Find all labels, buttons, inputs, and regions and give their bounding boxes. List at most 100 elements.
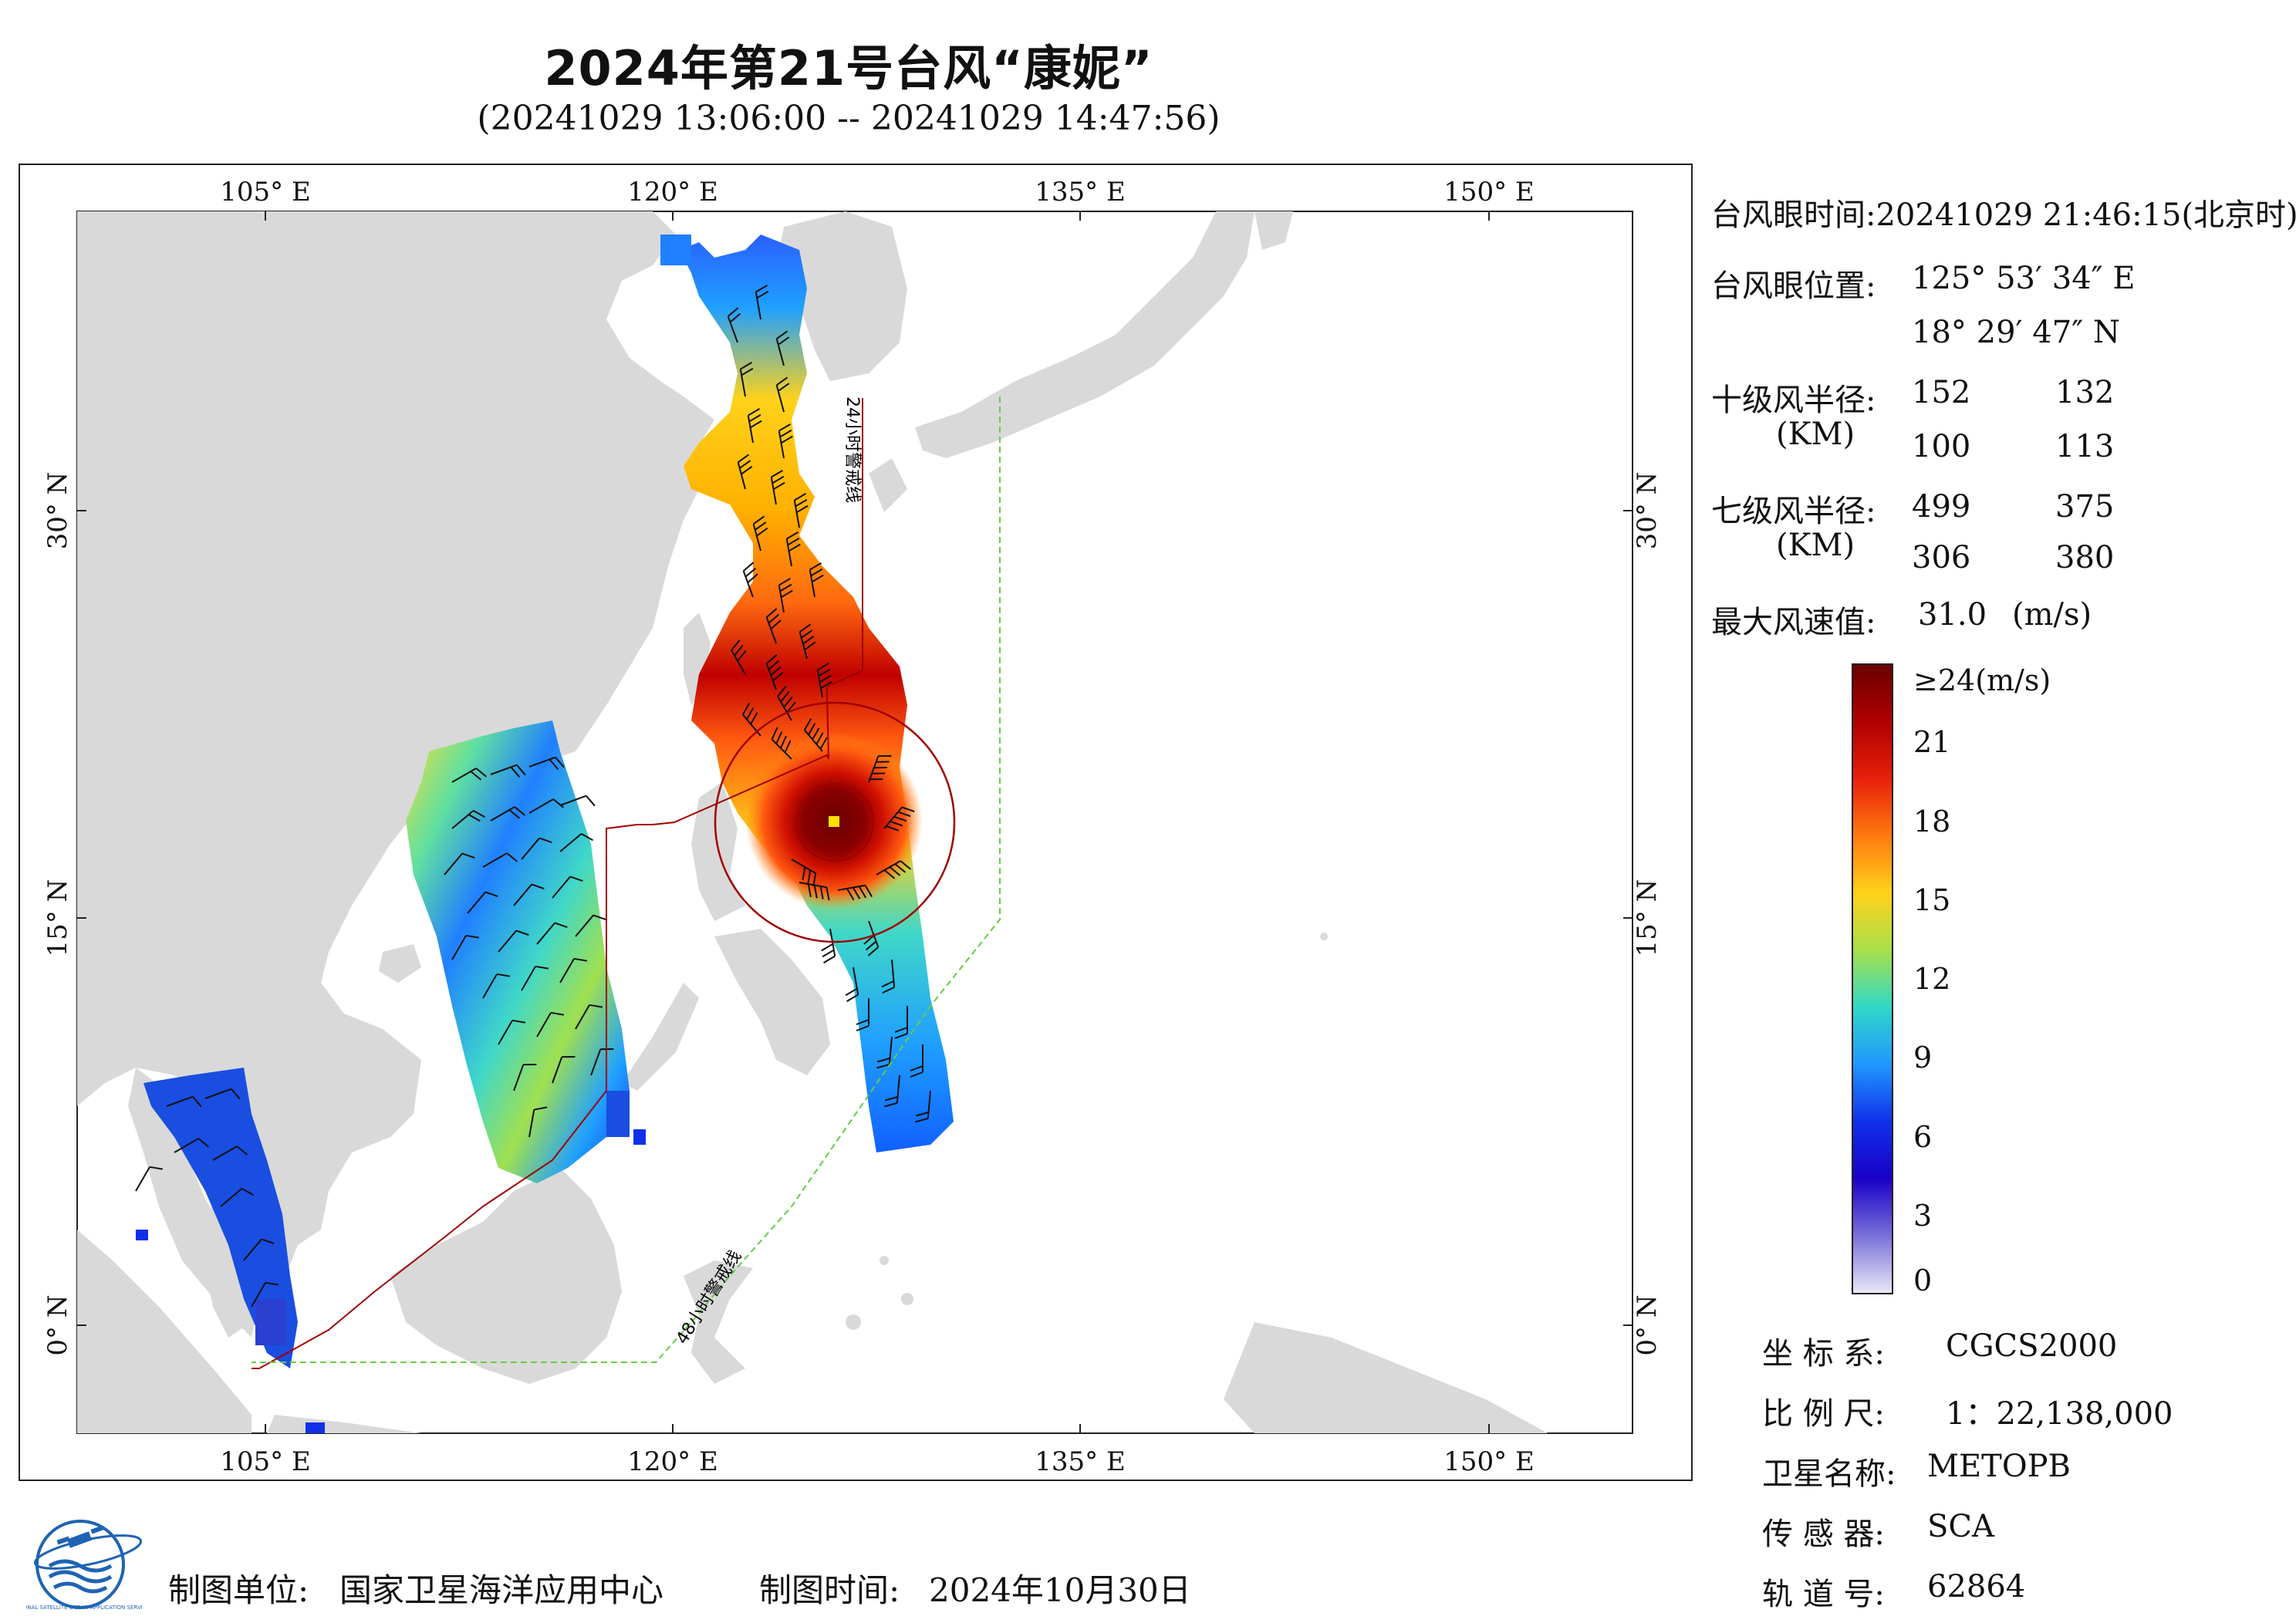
wind-barb [765, 608, 782, 644]
wind-barb [775, 376, 790, 413]
lon-label-105-top: 105° E [220, 177, 311, 208]
typhoon-eye [714, 701, 956, 943]
satellite-value: METOPB [1927, 1449, 2071, 1484]
footer-time-label: 制图时间: [759, 1571, 900, 1609]
sensor-label: 传 感 器: [1762, 1517, 1885, 1552]
lat-label-0-left: 0° N [42, 1294, 73, 1355]
graticule-ticks [77, 211, 1633, 1433]
r10-value-3: 100 [1912, 429, 1971, 464]
wind-barb [536, 1011, 565, 1038]
lon-label-150-bottom: 150° E [1443, 1446, 1535, 1477]
wind-barb [559, 957, 588, 984]
wind-barb [799, 623, 816, 660]
wind-barb [816, 662, 833, 698]
r7-value-3: 306 [1912, 540, 1971, 575]
map-time-range: (20241029 13:06:00 -- 20241029 14:47:56) [477, 99, 1221, 138]
r7-label: 七级风半径: [1711, 494, 1876, 529]
eye-time-label: 台风眼时间: [1711, 197, 1876, 233]
coord-value: CGCS2000 [1946, 1328, 2118, 1364]
wind-barb [575, 1004, 603, 1030]
wind-barb [521, 837, 552, 860]
wind-barb [883, 806, 915, 832]
wind-barb [727, 307, 741, 343]
wind-barb [775, 330, 790, 366]
map-title: 2024年第21号台风“康妮” [544, 40, 1153, 96]
wind-barb [791, 859, 817, 887]
wind-barb [559, 795, 596, 807]
colorbar-label-9: 9 [1913, 1041, 1933, 1075]
map-frame: 24小时警戒线 48小时警戒线 105° E 120° E 135° E 150… [19, 164, 1693, 1481]
orbit-value: 62864 [1927, 1569, 2026, 1604]
max-wind-value: 31.0 [1918, 597, 1987, 633]
wind-barb [521, 965, 549, 991]
wind-barb [528, 1106, 548, 1138]
wind-barb [884, 1075, 900, 1108]
coord-label: 坐 标 系: [1762, 1336, 1885, 1372]
eye-time-value: 20241029 21:46:15(北京时) [1876, 197, 2296, 233]
wind-barb [212, 1146, 248, 1161]
wind-barb [559, 832, 593, 852]
wind-barb [881, 959, 896, 994]
lon-label-135-top: 135° E [1035, 177, 1126, 208]
lat-label-30-right: 30° N [1632, 472, 1663, 550]
wind-swaths [136, 235, 954, 1433]
wind-barb [752, 515, 768, 552]
colorbar-label-15: 15 [1913, 882, 1951, 917]
colorbar-labels: ≥24(m/s) 21 18 15 12 9 6 3 0 [1913, 663, 2106, 1297]
wind-barb [528, 756, 565, 771]
r10-value-4: 113 [2055, 429, 2115, 464]
wind-barb [876, 1036, 893, 1069]
colorbar-label-0: 0 [1913, 1264, 1933, 1297]
sensor-value: SCA [1927, 1509, 1994, 1544]
wind-barb [809, 562, 824, 598]
colorbar-label-24: ≥24(m/s) [1913, 663, 2051, 697]
wind-barb [777, 685, 796, 721]
colorbar-label-21: 21 [1913, 725, 1951, 760]
wind-barb [803, 718, 828, 752]
wind-barb [739, 361, 754, 397]
wind-barb [513, 1064, 537, 1092]
wind-barb [552, 1056, 576, 1084]
colorbar-label-3: 3 [1913, 1198, 1933, 1233]
lon-label-135-bottom: 135° E [1035, 1446, 1126, 1477]
r7-value-1: 499 [1912, 489, 1971, 525]
colorbar-label-18: 18 [1913, 804, 1951, 838]
logo-text: NATIONAL SATELLITE OCEAN APPLICATION SER… [26, 1604, 142, 1611]
wind-barb [467, 891, 498, 914]
lon-label-150-top: 150° E [1443, 177, 1535, 208]
r7-unit: (KM) [1776, 528, 1855, 563]
wind-barb [737, 454, 753, 490]
warning-label-24h: 24小时警戒线 [842, 396, 862, 503]
wind-barb [251, 1281, 279, 1308]
lat-label-15-left: 15° N [42, 879, 73, 957]
wind-barb [204, 1088, 241, 1100]
eye-lat: 18° 29′ 47″ N [1912, 315, 2120, 350]
footer-time-value: 2024年10月30日 [929, 1571, 1191, 1609]
footer-unit-label: 制图单位: [168, 1571, 309, 1609]
nsoas-logo: NATIONAL SATELLITE OCEAN APPLICATION SER… [26, 1520, 142, 1611]
wind-field-map[interactable]: 24小时警戒线 48小时警戒线 105° E 120° E 135° E 150… [20, 165, 1691, 1480]
wind-barb [770, 469, 785, 505]
r10-value-2: 132 [2055, 375, 2115, 410]
wind-barb [868, 755, 892, 783]
wind-barb [490, 764, 526, 778]
lon-label-120-top: 120° E [627, 177, 718, 208]
wind-barb [747, 407, 762, 444]
wind-barb [778, 577, 793, 613]
wind-barb [482, 852, 518, 868]
wind-barb [910, 1044, 923, 1078]
wind-barb [490, 806, 526, 822]
r7-value-4: 380 [2055, 540, 2115, 575]
wind-barb [528, 798, 565, 814]
eye-time-row: 台风眼时间:20241029 21:46:15(北京时) [1711, 190, 2296, 235]
wind-barb [482, 973, 511, 999]
r10-label: 十级风半径: [1711, 383, 1876, 418]
wind-barb [793, 492, 809, 528]
colorbar-label-6: 6 [1913, 1119, 1933, 1154]
wind-barb [135, 1166, 164, 1192]
orbit-label: 轨 道 号: [1762, 1577, 1885, 1612]
wind-barb [894, 1006, 908, 1039]
scale-label: 比 例 尺: [1762, 1396, 1885, 1432]
wind-barb [755, 284, 769, 320]
wind-barb [778, 423, 793, 459]
